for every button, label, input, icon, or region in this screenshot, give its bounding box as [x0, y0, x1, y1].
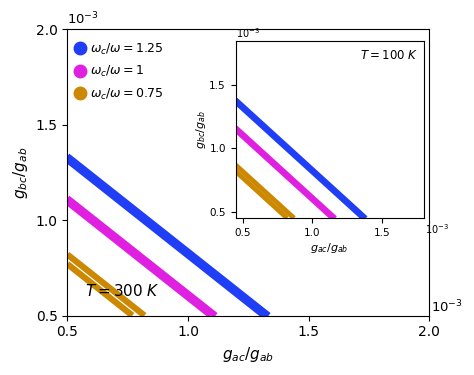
Text: $T = 300$ K: $T = 300$ K	[85, 282, 161, 298]
Text: $\mathregular{10^{-3}}$: $\mathregular{10^{-3}}$	[67, 11, 99, 28]
Legend: $\omega_c/\omega = 1.25$, $\omega_c/\omega = 1$, $\omega_c/\omega = 0.75$: $\omega_c/\omega = 1.25$, $\omega_c/\ome…	[73, 35, 170, 108]
Y-axis label: $g_{bc}/g_{ab}$: $g_{bc}/g_{ab}$	[11, 146, 30, 199]
X-axis label: $g_{ac}/g_{ab}$: $g_{ac}/g_{ab}$	[222, 345, 274, 364]
Text: $\mathregular{10^{-3}}$: $\mathregular{10^{-3}}$	[431, 299, 463, 316]
